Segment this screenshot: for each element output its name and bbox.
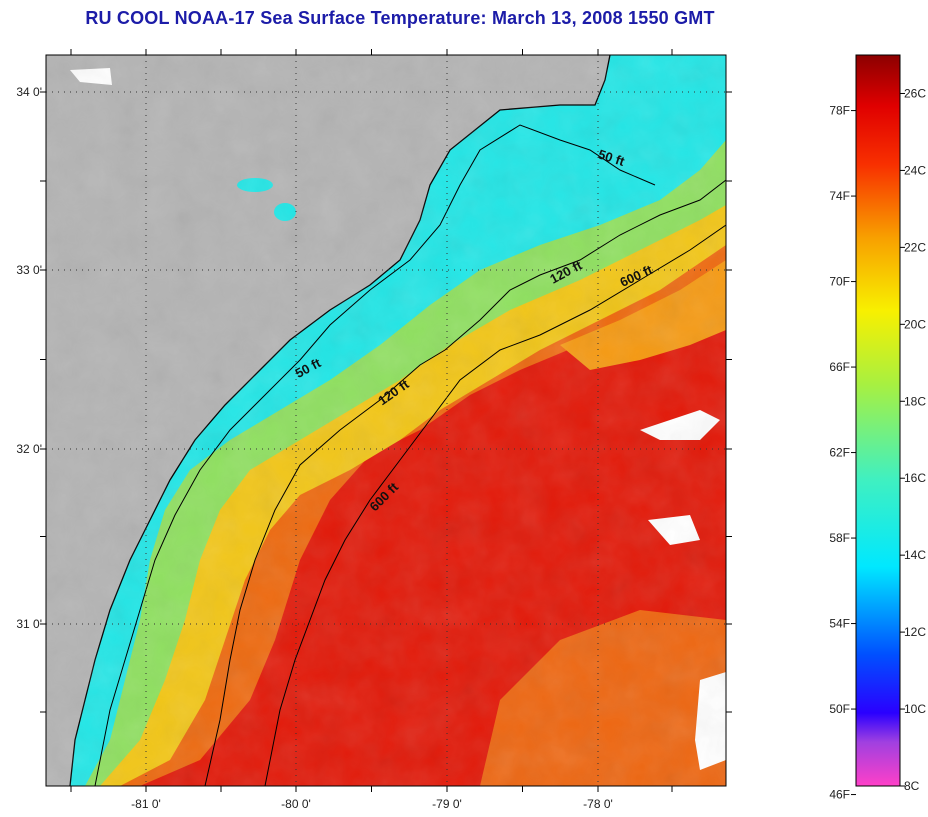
fahrenheit-label: 46F — [829, 788, 850, 802]
celsius-label: 8C — [904, 779, 920, 793]
isobath-50ft — [94, 124, 656, 786]
fahrenheit-label: 50F — [829, 702, 850, 716]
colorbar-ticks — [851, 92, 905, 796]
map-title: RU COOL NOAA-17 Sea Surface Temperature:… — [85, 8, 715, 28]
colorbar-celsius-labels: 26C 24C 22C 20C 18C 16C 14C 12C 10C 8C — [904, 86, 926, 793]
lat-tick-label: 33 0' — [16, 263, 42, 277]
colorbar-scale — [855, 54, 901, 787]
lat-tick-label: 31 0' — [16, 617, 42, 631]
celsius-label: 26C — [904, 86, 926, 100]
map-frame — [45, 54, 727, 787]
lon-tick-label: -78 0' — [583, 797, 613, 811]
lat-tick-label: 32 0' — [16, 442, 42, 456]
colorbar-fahrenheit-labels: 78F 74F 70F 66F 62F 58F 54F 50F 46F — [829, 104, 850, 802]
fahrenheit-label: 66F — [829, 360, 850, 374]
fahrenheit-label: 62F — [829, 446, 850, 460]
fahrenheit-label: 54F — [829, 617, 850, 631]
isobath-600ft — [264, 224, 726, 786]
fahrenheit-label: 78F — [829, 104, 850, 118]
celsius-label: 18C — [904, 394, 926, 408]
latitude-labels: 34 0' 33 0' 32 0' 31 0' — [16, 85, 42, 631]
axis-ticks — [40, 49, 732, 792]
lat-tick-label: 34 0' — [16, 85, 42, 99]
celsius-label: 14C — [904, 548, 926, 562]
celsius-label: 10C — [904, 702, 926, 716]
celsius-label: 24C — [904, 163, 926, 177]
celsius-label: 22C — [904, 240, 926, 254]
lon-tick-label: -81 0' — [131, 797, 161, 811]
lon-tick-label: -79 0' — [432, 797, 462, 811]
fahrenheit-label: 74F — [829, 189, 850, 203]
celsius-label: 16C — [904, 471, 926, 485]
celsius-label: 20C — [904, 317, 926, 331]
fahrenheit-label: 58F — [829, 531, 850, 545]
longitude-labels: -81 0' -80 0' -79 0' -78 0' — [131, 797, 613, 811]
isobath-120ft — [204, 179, 726, 786]
celsius-label: 12C — [904, 625, 926, 639]
lon-tick-label: -80 0' — [281, 797, 311, 811]
fahrenheit-label: 70F — [829, 275, 850, 289]
